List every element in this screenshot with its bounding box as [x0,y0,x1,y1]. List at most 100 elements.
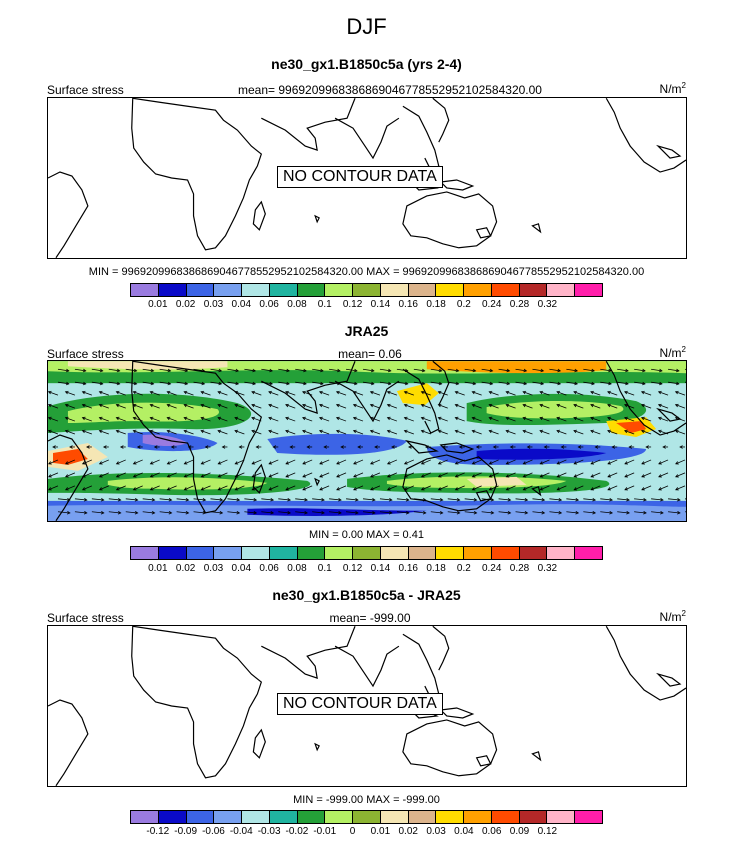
colorbar-swatch [464,547,492,559]
coastline [314,477,320,487]
wind-vector [404,472,415,478]
wind-vector [353,485,364,491]
wind-vector [261,498,274,501]
wind-vector-head [626,510,630,515]
wind-vector-head [438,381,443,386]
wind-vector [651,511,664,514]
wind-vector [150,485,160,491]
wind-vector [91,498,104,501]
wind-vector-head [590,429,594,434]
wind-vector [48,404,59,409]
wind-vector-head [523,368,528,373]
wind-vector-head [318,429,323,434]
colorbar-swatch [242,811,270,823]
coastline [402,191,498,249]
wind-vector [176,368,188,372]
coastline [402,719,498,777]
colorbar-label: 0.04 [231,563,252,574]
wind-vector [346,511,359,514]
wind-vector-head [488,474,493,478]
wind-vector [624,404,635,409]
wind-vector [522,391,533,396]
wind-vector-head [421,368,426,373]
wind-vector-head [386,403,391,408]
wind-vector-head [219,497,224,502]
wind-vector-head [675,368,680,373]
wind-vector [607,472,618,478]
wind-vector [515,498,528,501]
wind-vector [295,498,308,501]
wind-vector-head [369,429,374,434]
wind-vector-head [285,416,289,421]
wind-vector-head [522,403,527,408]
wind-vector-head [115,487,120,491]
coastline [131,626,263,779]
wind-vector-head [302,390,306,395]
wind-vector-head [556,461,561,465]
wind-vector-head [234,416,239,421]
wind-vector [353,391,364,396]
wind-vector-head [183,429,188,434]
wind-vector [539,404,550,409]
colorbar-swatch [325,284,354,296]
colorbar-swatch [353,284,381,296]
wind-vector-head [505,416,510,421]
wind-vector [540,459,550,465]
wind-vector-head [252,381,257,386]
wind-vector [200,430,211,435]
wind-vector-head [437,474,442,478]
coastline [402,454,498,512]
wind-vector-head [64,390,69,395]
wind-vector-head [132,461,137,465]
wind-vector [590,391,601,396]
coastline [656,407,682,422]
wind-vector [48,430,59,435]
wind-vector [244,368,256,372]
wind-vector [82,404,92,409]
wind-vector [217,404,228,409]
wind-vector-head [471,474,476,478]
wind-vector-head [150,381,155,386]
wind-vector [91,368,103,372]
wind-vector [142,498,155,501]
wind-vector [607,459,618,465]
wind-vector [48,417,59,422]
wind-vector [159,368,171,372]
wind-vector-head [336,487,340,491]
wind-vector-head [437,390,442,395]
wind-vector-head [556,429,561,434]
colorbar-swatch [436,547,465,559]
wind-vector [472,391,482,396]
wind-vector [142,368,154,372]
wind-vector [634,511,647,514]
wind-vector [184,417,194,422]
colorbar-label: 0.01 [148,299,168,310]
wind-vector-head [541,497,546,502]
colorbar-label: -0.03 [257,826,281,837]
panel-1-coastlines [48,98,686,258]
panel-3-units: N/m2 [659,609,686,624]
wind-vector-head [115,390,120,395]
wind-vector-head [185,497,190,502]
wind-vector [227,511,240,514]
wind-vector-head [522,461,527,465]
coastline [475,490,492,502]
wind-vector-head [287,510,292,515]
wind-vector-head [387,368,392,373]
wind-vector-head [611,445,616,449]
wind-vector [184,472,194,478]
wind-vector-head [458,445,463,449]
wind-vector-head [471,461,476,465]
wind-vector-head [116,368,121,373]
wind-vector [387,485,398,491]
wind-vector-head [132,429,137,434]
colorbar-label: 0.02 [175,299,196,310]
wind-vector-head [607,487,612,491]
wind-vector-head [82,368,87,373]
wind-vector-head [624,429,628,434]
colorbar-label: 0.28 [509,563,530,574]
wind-vector-head [270,510,275,515]
wind-vector [116,472,126,478]
coastline [261,361,356,414]
wind-vector-head [98,416,103,421]
